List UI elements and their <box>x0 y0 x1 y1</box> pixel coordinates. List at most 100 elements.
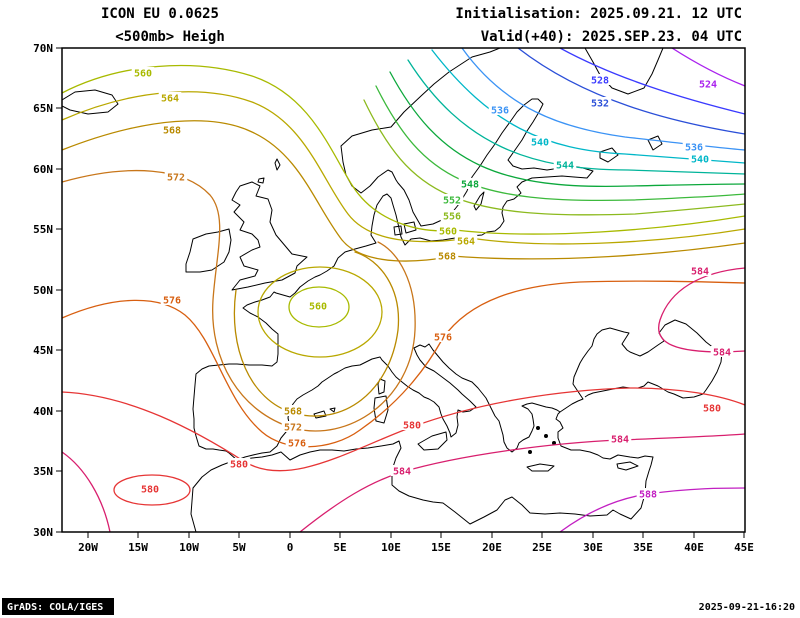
contour-label: 576 <box>434 333 452 344</box>
init-time-label: Initialisation: 2025.09.21. 12 UTC <box>455 6 742 22</box>
contour-label-mask <box>696 78 720 89</box>
contour-label-mask <box>688 153 712 164</box>
contour-568-north <box>62 120 745 262</box>
lake-onega <box>647 135 663 151</box>
contour-label: 540 <box>691 155 709 166</box>
coastline-white-sea <box>584 48 664 95</box>
contour-label: 564 <box>161 94 179 105</box>
contour-label: 528 <box>591 76 609 87</box>
contour-label-mask <box>160 124 184 135</box>
lon-tick-label: 45E <box>734 541 754 554</box>
contour-label: 580 <box>230 460 248 471</box>
contour-label-mask <box>160 294 184 305</box>
contour-552 <box>375 85 745 202</box>
lat-tick-label: 50N <box>33 284 53 297</box>
lon-tick-label: 10E <box>381 541 401 554</box>
lat-tick-label: 65N <box>33 102 53 115</box>
contour-label-mask <box>454 235 478 246</box>
contour-label: 560 <box>439 227 457 238</box>
contour-label-mask <box>700 402 724 413</box>
contour-label-mask <box>138 483 162 494</box>
contour-label-mask <box>435 250 459 261</box>
lon-tick-label: 25E <box>532 541 552 554</box>
field-title: <500mb> Heigh <box>115 29 225 45</box>
coastline-north-africa-levant <box>190 411 654 532</box>
island-zealand <box>403 221 417 234</box>
contour-568-low-ring <box>233 251 400 417</box>
contour-label: 552 <box>443 196 461 207</box>
contour-label: 556 <box>443 212 461 223</box>
contour-label-mask <box>390 465 414 476</box>
contour-label: 564 <box>457 237 475 248</box>
island-shetland <box>274 158 281 171</box>
island-funen <box>393 225 403 236</box>
contour-label-mask <box>281 405 305 416</box>
contour-label: 524 <box>699 80 717 91</box>
lake-ladoga <box>599 147 619 163</box>
contour-label-mask <box>158 92 182 103</box>
contour-label-mask <box>306 300 330 311</box>
contour-label-mask <box>682 141 706 152</box>
model-title: ICON EU 0.0625 <box>101 6 219 22</box>
contour-label-mask <box>436 225 460 236</box>
lon-tick-label: 20E <box>482 541 502 554</box>
contour-label: 540 <box>531 138 549 149</box>
grads-credit-label: GrADS: COLA/IGES <box>7 602 103 613</box>
lon-tick-label: 10W <box>179 541 199 554</box>
contour-label-mask <box>400 419 424 430</box>
coastlines <box>62 48 723 532</box>
contour-576 <box>62 280 745 448</box>
contour-label-mask <box>488 104 512 115</box>
valid-time-label: Valid(+40): 2025.SEP.23. 04 UTC <box>481 29 742 45</box>
contour-label-mask <box>553 159 577 170</box>
contour-label-mask <box>710 346 734 357</box>
contour-564-north <box>62 91 745 245</box>
island-cyprus <box>616 461 639 471</box>
island-sardinia <box>373 395 389 424</box>
contour-584-ridge <box>658 267 745 353</box>
contour-524 <box>671 48 745 87</box>
lon-tick-label: 0 <box>287 541 294 554</box>
lon-tick-label: 40E <box>684 541 704 554</box>
contour-labels: 5605645685725765245285325365405445485525… <box>131 67 734 501</box>
contour-label: 568 <box>284 407 302 418</box>
contour-label-mask <box>285 437 309 448</box>
contour-label: 584 <box>713 348 731 359</box>
island-crete <box>526 463 555 472</box>
contour-label-mask <box>440 194 464 205</box>
island-menorca <box>329 407 336 413</box>
contour-564-low-ring <box>257 266 383 358</box>
contour-label: 580 <box>141 485 159 496</box>
contour-label: 576 <box>288 439 306 450</box>
contour-548 <box>389 71 745 188</box>
contour-528 <box>559 48 745 115</box>
contour-572 <box>62 169 416 432</box>
island-orkney <box>257 177 265 184</box>
contour-label: 568 <box>438 252 456 263</box>
contour-536 <box>461 48 745 151</box>
contour-label: 572 <box>167 173 185 184</box>
contour-560-low-center <box>288 286 350 328</box>
contour-544 <box>407 59 745 175</box>
render-timestamp: 2025-09-21-16:20 <box>699 602 795 613</box>
coastline-ireland <box>185 228 232 273</box>
lon-tick-label: 20W <box>78 541 98 554</box>
contour-label: 548 <box>461 180 479 191</box>
contour-label-mask <box>608 433 632 444</box>
contour-label: 584 <box>611 435 629 446</box>
island-gotland <box>473 191 485 211</box>
lon-tick-label: 30E <box>583 541 603 554</box>
contour-label-mask <box>636 488 660 499</box>
contour-label-mask <box>164 171 188 182</box>
contour-label-mask <box>588 97 612 108</box>
contour-label: 580 <box>703 404 721 415</box>
aegean-island-dot <box>536 426 540 430</box>
contour-label: 572 <box>284 423 302 434</box>
contour-label-mask <box>431 331 455 342</box>
aegean-island-dot <box>552 441 556 445</box>
contour-label-mask <box>458 178 482 189</box>
contour-label: 580 <box>403 421 421 432</box>
lon-tick-label: 5E <box>333 541 346 554</box>
contour-label: 536 <box>491 106 509 117</box>
